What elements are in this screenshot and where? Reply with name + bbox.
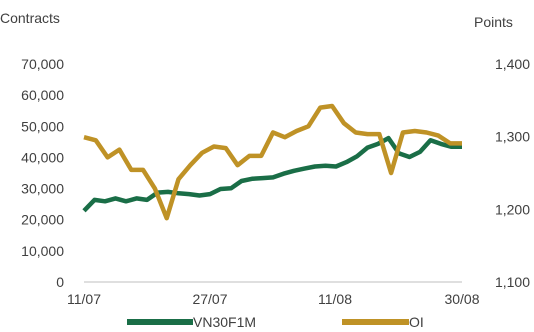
y-right-tick-label: 1,100: [495, 274, 530, 290]
y-right-tick-label: 1,300: [495, 129, 530, 145]
y-left-tick-label: 10,000: [21, 243, 64, 259]
y-right-axis-title: Points: [474, 14, 513, 30]
legend-item-vn30f1m: VN30F1M: [127, 314, 256, 330]
y-left-tick-label: 0: [56, 274, 64, 290]
y-left-tick-labels: 0 10,000 20,000 30,000 40,000 50,000 60,…: [21, 56, 64, 290]
legend-label-oi: OI: [409, 314, 424, 330]
x-tick-label: 30/08: [444, 291, 479, 307]
y-right-tick-label: 1,200: [495, 201, 530, 217]
y-left-tick-label: 20,000: [21, 212, 64, 228]
y-left-axis-title: Contracts: [0, 10, 60, 26]
y-left-tick-label: 50,000: [21, 118, 64, 134]
y-left-tick-label: 30,000: [21, 181, 64, 197]
y-left-tick-label: 70,000: [21, 56, 64, 72]
x-tick-label: 27/07: [192, 291, 227, 307]
legend-item-oi: OI: [342, 314, 424, 330]
x-tick-label: 11/07: [67, 291, 101, 307]
series-layer: [82, 103, 462, 221]
y-left-tick-label: 40,000: [21, 149, 64, 165]
x-tick-labels: 11/07 27/07 11/08 30/08: [67, 291, 480, 307]
x-tick-label: 11/08: [318, 291, 352, 307]
legend: VN30F1M OI: [127, 314, 424, 330]
y-right-tick-labels: 1,100 1,200 1,300 1,400: [495, 56, 530, 290]
series-line-vn30f1m: [82, 135, 462, 213]
legend-label-vn30f1m: VN30F1M: [193, 314, 256, 330]
series-line-oi: [83, 103, 462, 221]
y-right-tick-label: 1,400: [495, 56, 530, 72]
y-left-tick-label: 60,000: [21, 87, 64, 103]
